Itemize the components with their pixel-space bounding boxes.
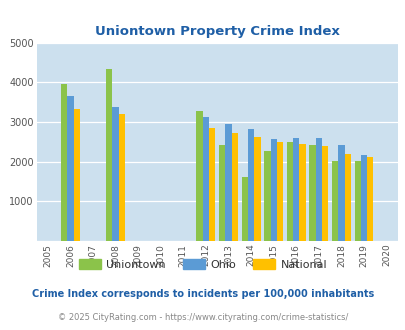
Bar (337, 145, 344, 241)
Bar (61, 84, 67, 241)
Bar (270, 139, 276, 241)
Text: Crime Index corresponds to incidents per 100,000 inhabitants: Crime Index corresponds to incidents per… (32, 289, 373, 299)
Bar (276, 142, 282, 241)
Legend: Uniontown, Ohio, National: Uniontown, Ohio, National (74, 255, 331, 274)
Bar (218, 145, 225, 241)
Title: Uniontown Property Crime Index: Uniontown Property Crime Index (94, 24, 339, 38)
Bar (241, 177, 247, 241)
Bar (73, 109, 80, 241)
Bar (292, 138, 298, 241)
Bar (315, 138, 321, 241)
Bar (225, 124, 231, 241)
Bar (286, 142, 292, 241)
Bar (67, 96, 73, 241)
Bar (309, 145, 315, 241)
Bar (298, 144, 305, 241)
Bar (247, 129, 254, 241)
Bar (231, 133, 237, 241)
Bar (331, 161, 337, 241)
Text: © 2025 CityRating.com - https://www.cityrating.com/crime-statistics/: © 2025 CityRating.com - https://www.city… (58, 313, 347, 322)
Bar (112, 107, 118, 241)
Bar (106, 69, 112, 241)
Bar (344, 154, 350, 241)
Bar (354, 160, 360, 241)
Bar (209, 128, 215, 241)
Bar (366, 157, 373, 241)
Bar (254, 137, 260, 241)
Bar (360, 155, 366, 241)
Bar (202, 117, 209, 241)
Bar (264, 151, 270, 241)
Bar (118, 114, 125, 241)
Bar (321, 146, 328, 241)
Bar (196, 112, 202, 241)
